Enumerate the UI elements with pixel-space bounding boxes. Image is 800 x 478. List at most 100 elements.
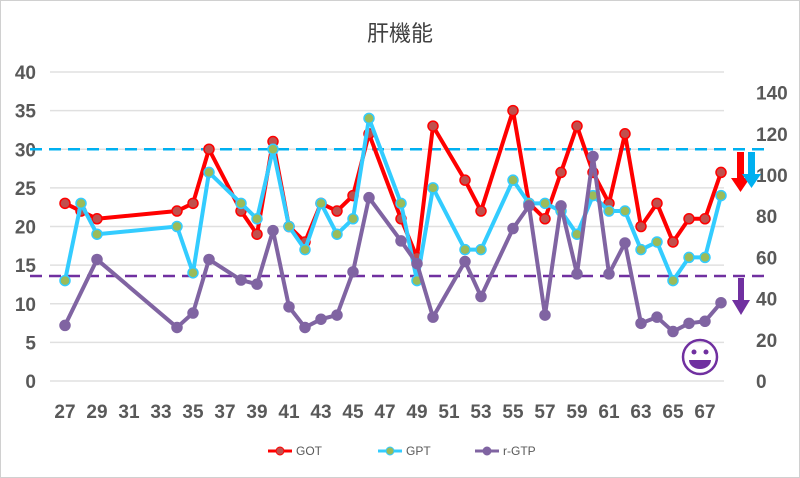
data-point-gpt (363, 112, 375, 125)
x-tick-label: 41 (278, 402, 300, 423)
y-left-tick-label: 30 (15, 140, 36, 161)
data-point-gpt (715, 189, 727, 202)
data-point-r-gtp (555, 200, 567, 212)
x-tick-label: 29 (86, 402, 107, 423)
data-point-gpt (267, 143, 279, 155)
data-point-r-gtp (187, 307, 199, 319)
data-point-gpt (315, 197, 327, 210)
data-point-gpt (539, 197, 551, 210)
data-point-gpt (347, 213, 359, 225)
data-point-gpt (507, 174, 519, 186)
data-point-got (571, 120, 583, 132)
data-point-got (171, 205, 183, 217)
data-point-gpt (395, 197, 407, 210)
data-point-r-gtp (571, 268, 583, 280)
data-point-got (251, 228, 263, 240)
y-left-tick-label: 25 (15, 179, 37, 200)
data-point-gpt (427, 182, 439, 194)
smiley-eye (703, 349, 709, 355)
data-point-got (203, 143, 215, 155)
data-point-r-gtp (235, 274, 247, 286)
data-point-gpt (187, 267, 199, 279)
data-point-got (555, 166, 567, 179)
data-point-gpt (283, 220, 295, 233)
data-point-r-gtp (411, 257, 423, 270)
data-point-r-gtp (331, 309, 343, 321)
data-point-gpt (683, 251, 695, 264)
y-left-tick-label: 40 (15, 63, 36, 84)
data-point-gpt (667, 274, 679, 287)
data-point-gpt (699, 251, 711, 264)
x-tick-label: 63 (630, 402, 651, 423)
data-point-got (427, 120, 439, 132)
data-point-r-gtp (299, 321, 311, 334)
data-point-r-gtp (59, 319, 71, 332)
legend-label-got: GOT (296, 444, 323, 458)
series-line-got (64, 108, 723, 260)
legend-marker-r-gtp (482, 446, 492, 456)
data-point-r-gtp (587, 150, 599, 163)
data-point-gpt (651, 236, 663, 248)
x-tick-label: 67 (694, 402, 715, 423)
smiley-face-icon (681, 338, 719, 376)
data-point-r-gtp (475, 290, 487, 303)
data-point-r-gtp (315, 313, 327, 325)
x-tick-label: 45 (342, 402, 364, 423)
data-point-r-gtp (667, 325, 679, 338)
data-point-gpt (475, 243, 487, 256)
legend-label-gpt: GPT (406, 444, 431, 458)
data-point-got (187, 197, 199, 210)
y-left-tick-label: 0 (25, 372, 36, 393)
data-point-r-gtp (427, 311, 439, 323)
data-point-gpt (59, 274, 71, 287)
data-point-gpt (235, 197, 247, 210)
x-tick-label: 43 (310, 402, 331, 423)
x-tick-label: 27 (54, 402, 75, 423)
y-left-tick-label: 35 (15, 102, 37, 123)
down-arrow-red-icon (731, 152, 750, 192)
data-point-gpt (171, 220, 183, 233)
data-point-gpt (203, 166, 215, 179)
legend-marker-got (275, 446, 285, 456)
x-tick-label: 31 (118, 402, 140, 423)
x-tick-label: 61 (598, 402, 620, 423)
data-point-gpt (91, 228, 103, 240)
data-point-r-gtp (347, 266, 359, 278)
data-point-got (699, 213, 711, 225)
data-point-got (619, 128, 631, 140)
data-point-got (539, 213, 551, 225)
data-point-got (91, 213, 103, 225)
data-point-got (635, 220, 647, 233)
data-point-got (683, 213, 695, 225)
data-point-r-gtp (363, 191, 375, 204)
y-right-tick-label: 140 (756, 84, 788, 105)
data-point-r-gtp (699, 315, 711, 328)
data-point-got (459, 174, 471, 186)
y-left-tick-label: 20 (15, 218, 36, 239)
y-right-tick-label: 20 (756, 331, 777, 352)
data-point-got (331, 205, 343, 217)
x-tick-label: 59 (566, 402, 587, 423)
y-left-tick-label: 15 (15, 256, 37, 277)
data-point-r-gtp (603, 268, 615, 280)
y-right-tick-label: 60 (756, 248, 777, 269)
data-point-r-gtp (635, 317, 647, 330)
x-tick-label: 51 (438, 402, 460, 423)
data-point-r-gtp (651, 311, 663, 323)
data-point-got (475, 205, 487, 217)
x-tick-label: 55 (502, 402, 524, 423)
y-right-tick-label: 40 (756, 290, 777, 311)
data-point-r-gtp (395, 235, 407, 247)
down-arrow-purple-icon (732, 278, 750, 315)
x-tick-label: 53 (470, 402, 491, 423)
y-left-tick-label: 5 (25, 333, 36, 354)
data-point-r-gtp (715, 296, 727, 309)
legend-label-r-gtp: r-GTP (503, 444, 536, 458)
data-point-gpt (331, 228, 343, 240)
data-point-gpt (299, 243, 311, 256)
x-tick-label: 49 (406, 402, 427, 423)
y-right-tick-label: 120 (756, 125, 788, 146)
data-point-r-gtp (507, 222, 519, 235)
data-point-gpt (635, 243, 647, 256)
